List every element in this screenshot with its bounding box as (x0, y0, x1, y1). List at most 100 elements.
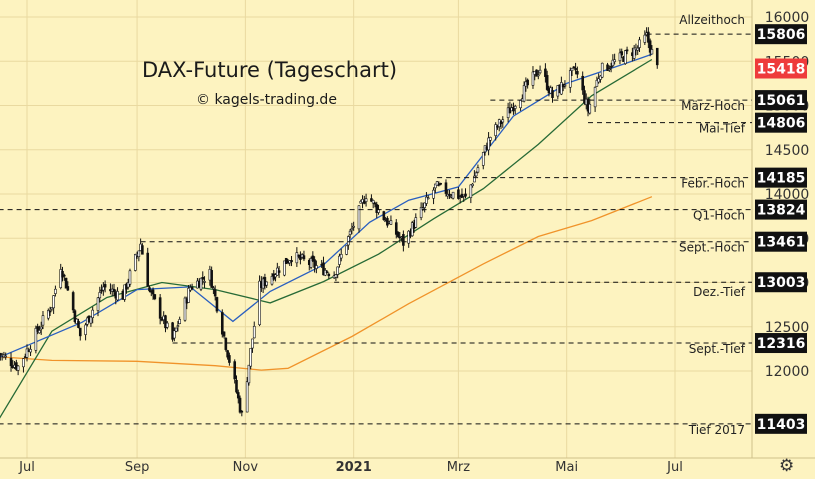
candle-body (414, 217, 418, 228)
candle-body (512, 107, 515, 112)
candle-body (199, 277, 203, 290)
candle-body (252, 326, 256, 339)
y-tick-label: 14500 (765, 143, 810, 159)
candle-body (164, 315, 167, 329)
candle-body (64, 277, 68, 289)
level-badge (755, 231, 807, 252)
ma200-line (0, 196, 653, 371)
candle-body (371, 200, 375, 204)
level-badge (755, 167, 807, 188)
gear-icon[interactable]: ⚙ (779, 456, 795, 476)
candle-body (283, 260, 286, 276)
candle-body (494, 124, 497, 136)
candle-body (265, 281, 268, 286)
candle-body (522, 85, 526, 102)
candle-body (116, 291, 119, 301)
candle-body (178, 319, 181, 324)
candle-body (382, 211, 386, 221)
candle-body (334, 274, 338, 278)
level-badge-text: 13461 (757, 235, 806, 251)
candle-body (544, 68, 547, 77)
candle-body (100, 289, 103, 292)
candle-body (421, 207, 425, 210)
candle-body (370, 198, 373, 202)
candle-body (174, 327, 178, 332)
candle-body (609, 66, 613, 68)
level-name: Q1-Hoch (693, 209, 745, 223)
candle-body (345, 245, 348, 255)
level-lines: Allzeithoch März-Hoch Mai-Tief Febr.-Hoch Q1… (0, 13, 752, 437)
candle-body (61, 270, 64, 278)
ma200-line (0, 196, 653, 371)
candle-body (73, 310, 77, 322)
candle-body (572, 66, 576, 69)
candle-body (222, 331, 226, 337)
candle-body (487, 137, 490, 151)
candle-body (151, 289, 155, 295)
candle-body (228, 355, 231, 363)
candle-body (176, 325, 180, 327)
candle-body (426, 197, 430, 200)
candle-body (146, 252, 150, 287)
candle-body (187, 288, 190, 303)
candle-body (141, 245, 144, 255)
candle-body (224, 337, 228, 350)
candle-body (295, 252, 299, 264)
candle-body (583, 90, 586, 104)
candle-body (34, 328, 38, 351)
candle-body (50, 307, 54, 310)
candle-body (471, 183, 474, 186)
y-tick-label: 12500 (765, 320, 810, 336)
candle-body (643, 34, 647, 43)
candle-body (451, 191, 455, 199)
candle-body (54, 288, 57, 294)
candle-body (96, 297, 100, 311)
level-badges: 15806 15061 14806 14185 13824 13461 13003 12316… (755, 24, 807, 434)
level-name: Allzeithoch (679, 13, 745, 27)
candle-body (513, 105, 517, 109)
candle-body (551, 90, 554, 98)
candle-body (638, 39, 641, 48)
candle-body (394, 222, 398, 235)
candle-body (38, 330, 41, 334)
candle-body (526, 79, 529, 86)
candle-body (347, 236, 350, 246)
candle-body (600, 62, 604, 78)
candle-body (608, 68, 611, 71)
candle-body (623, 50, 627, 64)
candle-body (364, 198, 368, 202)
level-badge (755, 90, 807, 111)
candle-body (249, 348, 252, 367)
candle-body (435, 181, 439, 187)
candle-body (62, 274, 66, 277)
candle-body (402, 234, 405, 246)
candle-body (313, 259, 316, 268)
candle-body (396, 231, 400, 237)
candle-body (439, 183, 442, 185)
candle-body (469, 184, 473, 198)
candle-body (375, 204, 379, 213)
x-tick-label: Jul (666, 460, 683, 475)
candle-body (425, 196, 428, 204)
last-price-text: 15418 (757, 62, 806, 78)
candle-body (215, 297, 219, 312)
candle-body (0, 353, 2, 356)
candle-body (325, 271, 329, 273)
candle-body (103, 284, 107, 288)
candle-body (606, 64, 609, 71)
candle-body (165, 322, 169, 328)
level-badge (755, 199, 807, 220)
candle-body (611, 59, 615, 67)
candle-body (545, 75, 549, 90)
candle-body (302, 255, 306, 260)
candle-body (133, 254, 137, 271)
level-badge-text: 13003 (757, 275, 806, 291)
x-tick-label: Nov (233, 460, 259, 475)
candle-body (126, 282, 130, 288)
candle-body (102, 286, 105, 291)
candle-body (363, 200, 366, 204)
candle-body (89, 316, 93, 324)
candle-body (464, 193, 467, 197)
candle-body (423, 202, 426, 208)
candle-body (29, 349, 32, 353)
